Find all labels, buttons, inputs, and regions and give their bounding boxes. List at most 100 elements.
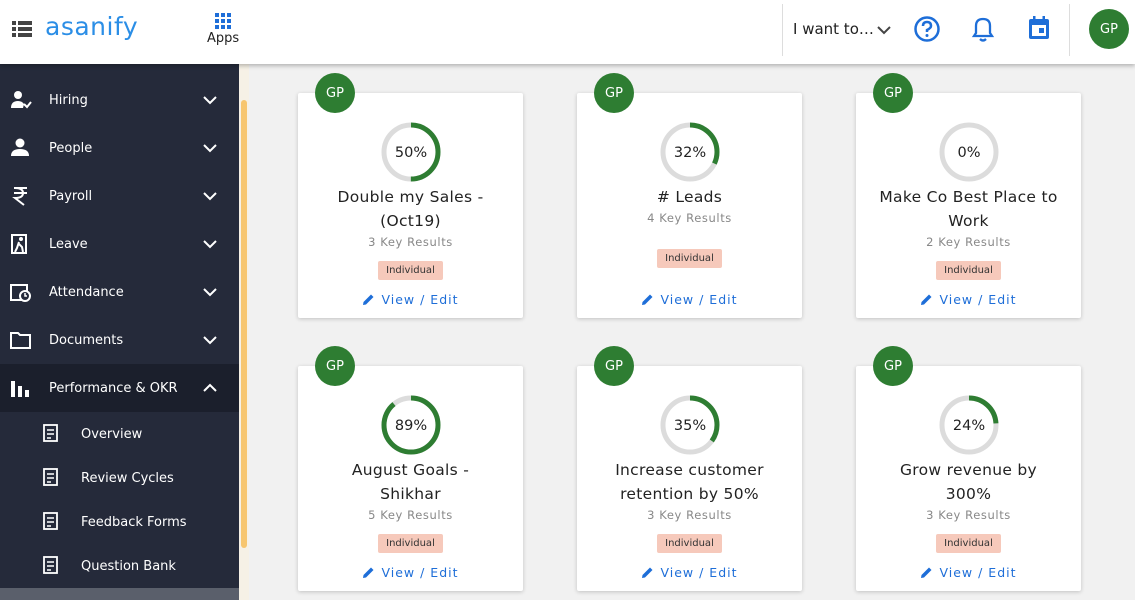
owner-avatar: GP [873, 73, 913, 113]
nav-icon [11, 234, 27, 254]
nav-icon [11, 381, 29, 397]
owner-avatar: GP [873, 346, 913, 386]
view-edit-link[interactable]: View / Edit [362, 565, 458, 580]
okr-card: GP 24% Grow revenue by 300% 3 Key Results In… [856, 346, 1081, 591]
view-edit-link[interactable]: View / Edit [920, 565, 1016, 580]
apps-label[interactable]: Apps [207, 31, 240, 46]
progress-label: 89% [394, 418, 426, 434]
key-results: 2 Key Results [926, 235, 1011, 249]
edit-icon [921, 294, 932, 305]
key-results: 3 Key Results [647, 508, 732, 522]
owner-avatar: GP [594, 346, 634, 386]
header: asanify Apps I want to… GP [0, 0, 1135, 64]
nav-label: Performance & OKR [49, 380, 178, 396]
key-results: 3 Key Results [926, 508, 1011, 522]
progress-ring: 32% [660, 122, 719, 182]
okr-title: Grow revenue by 300% [899, 461, 1038, 503]
okr-card: GP 89% August Goals - Shikhar 5 Key Results… [298, 346, 523, 591]
chevron-icon [203, 336, 217, 345]
okr-tag: Individual [378, 261, 443, 280]
bell-icon[interactable] [971, 15, 995, 43]
okr-tag: Individual [936, 261, 1001, 280]
menu-icon[interactable] [12, 21, 32, 37]
help-icon[interactable] [913, 15, 941, 43]
nav-icon [10, 332, 31, 349]
nav-label: Payroll [49, 188, 93, 204]
nav-subitem[interactable]: Review Cycles [0, 456, 239, 500]
nav-label: Documents [49, 332, 124, 348]
chevron-icon [203, 144, 217, 153]
user-avatar[interactable]: GP [1089, 9, 1129, 49]
apps-icon[interactable] [215, 13, 231, 29]
tag-area: Individual [936, 522, 1001, 565]
okr-title: # Leads [656, 188, 723, 206]
okr-title: August Goals - Shikhar [351, 461, 470, 503]
nav-subitem[interactable]: Feedback Forms [0, 500, 239, 544]
nav-icon [11, 138, 29, 156]
view-edit-text: View / Edit [660, 565, 738, 580]
owner-avatar: GP [315, 346, 355, 386]
okr-title: Increase customer retention by 50% [615, 461, 764, 503]
progress-label: 50% [394, 145, 426, 161]
chevron-icon [203, 192, 217, 201]
dropdown-icon[interactable] [877, 25, 891, 35]
nav-item[interactable]: People [0, 124, 239, 172]
ring-progress [939, 395, 998, 455]
card-body: 0% Make Co Best Place to Work 2 Key Result… [856, 121, 1081, 307]
view-edit-text: View / Edit [381, 565, 459, 580]
okr-card: GP 35% Increase customer retention by 50% 3… [577, 346, 802, 591]
nav-item[interactable]: Documents [0, 316, 239, 364]
nav-icon [43, 556, 58, 574]
ring-progress [660, 395, 719, 455]
calendar-icon[interactable] [1027, 14, 1051, 42]
nav-item[interactable]: Performance & OKR [0, 364, 239, 412]
edit-icon [921, 567, 932, 578]
card-body: 35% Increase customer retention by 50% 3 K… [577, 394, 802, 580]
nav-icon [10, 284, 31, 302]
okr-tag: Individual [657, 534, 722, 553]
nav-label: Review Cycles [81, 470, 174, 486]
nav-icon [43, 512, 58, 530]
want-menu[interactable]: I want to… [793, 20, 874, 38]
nav-item[interactable]: Payroll [0, 172, 239, 220]
card-body: 89% August Goals - Shikhar 5 Key Results In… [298, 394, 523, 580]
progress-label: 35% [673, 418, 705, 434]
logo[interactable]: asanify [45, 12, 139, 41]
progress-ring: 0% [939, 122, 998, 182]
card-body: 50% Double my Sales - (Oct19) 3 Key Result… [298, 121, 523, 307]
view-edit-link[interactable]: View / Edit [641, 292, 737, 307]
ring-progress [381, 395, 440, 455]
okr-tag: Individual [936, 534, 1001, 553]
nav-label: Overview [81, 426, 143, 442]
nav-item [0, 588, 239, 600]
nav-item[interactable]: Leave [0, 220, 239, 268]
card-body: 32% # Leads 4 Key Results Individual View / … [577, 121, 802, 307]
view-edit-link[interactable]: View / Edit [362, 292, 458, 307]
ring-progress [381, 122, 440, 182]
okr-tag: Individual [378, 534, 443, 553]
view-edit-link[interactable]: View / Edit [641, 565, 737, 580]
progress-ring: 50% [381, 122, 440, 182]
divider [1069, 4, 1070, 56]
nav-item[interactable]: Hiring [0, 76, 239, 124]
nav-icon [11, 91, 32, 109]
nav-label: Question Bank [81, 558, 176, 574]
scrollbar-thumb[interactable] [241, 100, 247, 548]
tag-area: Individual [657, 225, 722, 292]
nav-subitem[interactable]: Overview [0, 412, 239, 456]
okr-card: GP 50% Double my Sales - (Oct19) 3 Key Resu… [298, 73, 523, 318]
key-results: 3 Key Results [368, 235, 453, 249]
okr-title: Make Co Best Place to Work [879, 188, 1058, 230]
nav-subitem[interactable]: Question Bank [0, 544, 239, 588]
nav-icon [43, 468, 58, 486]
chevron-icon [203, 383, 217, 392]
nav-label: Feedback Forms [81, 514, 187, 530]
sidebar: Hiring People Payroll Leave Attendance Docume… [0, 64, 239, 600]
progress-ring: 35% [660, 395, 719, 455]
edit-icon [642, 294, 653, 305]
view-edit-link[interactable]: View / Edit [920, 292, 1016, 307]
nav-icon [12, 187, 27, 206]
nav-item[interactable]: Attendance [0, 268, 239, 316]
okr-card: GP 32% # Leads 4 Key Results Individual View … [577, 73, 802, 318]
